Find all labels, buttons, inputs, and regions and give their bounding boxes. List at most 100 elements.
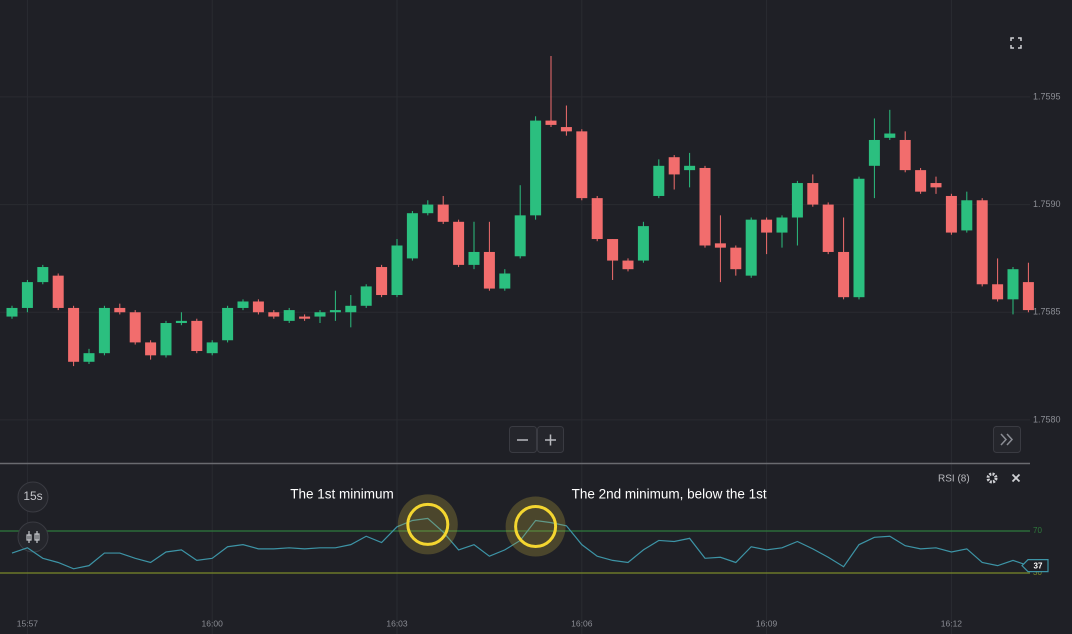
candle-body xyxy=(406,213,418,259)
candle-body xyxy=(329,310,341,313)
candle-body xyxy=(776,217,788,233)
candle-body xyxy=(807,183,819,205)
candle-body xyxy=(222,307,234,341)
candle-body xyxy=(437,204,449,222)
candles-icon xyxy=(26,531,40,543)
candle-body xyxy=(206,342,218,354)
candle-body xyxy=(114,307,126,313)
candle-body xyxy=(68,307,80,362)
zoom-in-button[interactable] xyxy=(537,426,564,453)
candle-body xyxy=(283,310,295,321)
expand-icon xyxy=(1010,37,1022,49)
gear-icon xyxy=(986,472,998,484)
candle-body xyxy=(992,284,1004,300)
candle-body xyxy=(376,267,388,296)
button-frame xyxy=(17,481,49,513)
candle-body xyxy=(453,221,465,265)
candle-body xyxy=(761,219,773,233)
candle-body xyxy=(52,275,64,308)
candle-body xyxy=(684,165,696,171)
candle-body xyxy=(98,307,110,354)
candle-body xyxy=(791,183,803,218)
x-tick-label: 16:03 xyxy=(386,618,408,628)
candle-body xyxy=(915,170,927,192)
candle-body xyxy=(822,204,834,252)
annotation-circle xyxy=(514,505,558,548)
candle-body xyxy=(838,251,850,298)
candle-body xyxy=(576,131,588,199)
scroll-right-button[interactable] xyxy=(993,426,1021,453)
candle-body xyxy=(252,301,264,313)
candle-body xyxy=(745,219,757,276)
y-tick-label: 1.7585 xyxy=(1033,307,1061,317)
candle-body xyxy=(530,120,542,216)
candle-body xyxy=(360,286,372,306)
candle-body xyxy=(145,342,157,356)
candle-body xyxy=(930,183,942,188)
indicator-settings-button[interactable] xyxy=(986,472,998,484)
x-tick-label: 16:00 xyxy=(202,618,224,628)
annotation-text: The 2nd minimum, below the 1st xyxy=(572,487,767,502)
candle-body xyxy=(961,200,973,231)
last-value-label: 37 xyxy=(1034,561,1043,570)
indicator-name: RSI (8) xyxy=(938,474,970,485)
chart-type-button[interactable] xyxy=(17,521,49,553)
candle-body xyxy=(884,133,896,138)
candle-body xyxy=(191,320,203,352)
x-tick-label: 16:06 xyxy=(571,618,593,628)
x-tick-label: 16:09 xyxy=(756,618,778,628)
candle-body xyxy=(899,139,911,171)
candle-body xyxy=(714,243,726,248)
y-tick-label: 1.7595 xyxy=(1033,91,1061,101)
candle-body xyxy=(37,267,49,283)
candle-body xyxy=(868,139,880,166)
candle-body xyxy=(175,320,187,324)
y-tick-label: 30 xyxy=(1033,568,1042,577)
candle-body xyxy=(314,312,326,317)
y-tick-label: 70 xyxy=(1033,526,1042,535)
candle-body xyxy=(730,247,742,270)
candle-body xyxy=(653,165,665,196)
candle-body xyxy=(945,195,957,233)
y-tick-label: 1.7590 xyxy=(1033,199,1061,209)
candle-body xyxy=(83,353,95,362)
candle-body xyxy=(1007,269,1019,300)
button-frame xyxy=(17,521,49,553)
candle-body xyxy=(160,323,172,356)
candle-body xyxy=(591,198,603,240)
candle-body xyxy=(1022,282,1034,311)
annotation-circle xyxy=(406,502,450,546)
indicator-close-button[interactable] xyxy=(1011,473,1021,483)
candle-body xyxy=(499,273,511,289)
candle-body xyxy=(391,245,403,296)
timeframe-button[interactable]: 15s xyxy=(17,481,49,513)
close-icon xyxy=(1011,473,1021,483)
candle-body xyxy=(268,312,280,317)
candle-body xyxy=(6,307,18,317)
candle-body xyxy=(668,157,680,175)
candle-body xyxy=(699,167,711,246)
candle-body xyxy=(299,316,311,319)
annotation-text: The 1st minimum xyxy=(290,487,394,502)
x-tick-label: 16:12 xyxy=(941,618,963,628)
expand-button[interactable] xyxy=(1010,37,1022,49)
zoom-out-button[interactable] xyxy=(509,426,537,453)
candle-body xyxy=(129,312,141,343)
candle-body xyxy=(976,200,988,285)
candle-body xyxy=(422,204,434,214)
plus-icon xyxy=(545,434,556,446)
candle-body xyxy=(622,260,634,270)
candle-body xyxy=(637,226,649,261)
y-tick-label: 1.7580 xyxy=(1033,414,1061,424)
candle-body xyxy=(483,251,495,289)
x-tick-label: 15:57 xyxy=(17,618,39,628)
candle-body xyxy=(545,120,557,125)
timeframe-label: 15s xyxy=(23,489,42,503)
chevrons-icon xyxy=(1000,433,1014,446)
candle-body xyxy=(468,251,480,265)
candle-body xyxy=(607,239,619,261)
candle-body xyxy=(21,282,33,308)
